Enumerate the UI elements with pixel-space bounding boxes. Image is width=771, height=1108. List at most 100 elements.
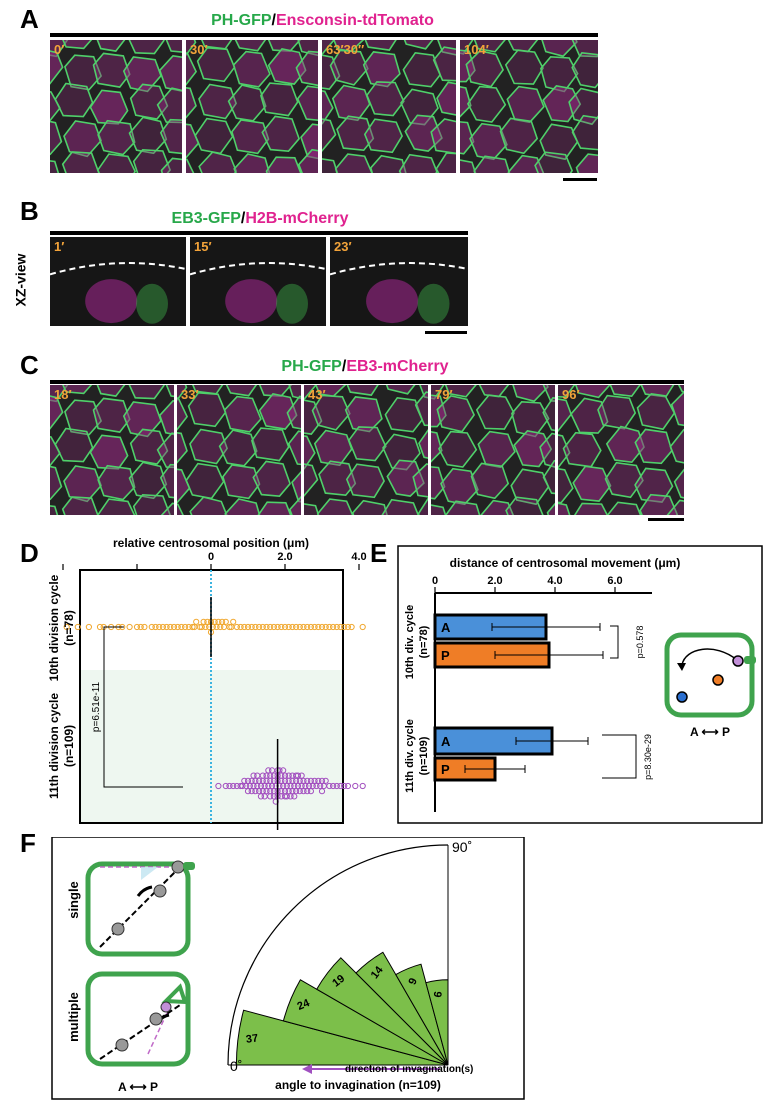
panel-d-point bbox=[202, 623, 209, 631]
panel-d-point bbox=[307, 788, 314, 795]
panel-d-tick-label: 2.0 bbox=[277, 551, 292, 563]
panel-d-point bbox=[359, 782, 366, 790]
panel-d-point bbox=[283, 793, 290, 800]
panel-d-point bbox=[285, 772, 292, 779]
panel-d-point bbox=[267, 623, 274, 631]
panel-a-scalebar bbox=[563, 178, 597, 181]
panel-b-time-label: 15′ bbox=[194, 239, 212, 254]
panel-d-point bbox=[237, 623, 244, 631]
panel-e-xlabel: distance of centrosomal movement (μm) bbox=[450, 556, 681, 570]
panel-a-time-label: 0′ bbox=[54, 42, 65, 57]
panel-e-pvalue-2: p=8.30e-29 bbox=[643, 734, 653, 780]
panel-e-row1-line2: (n=78) bbox=[418, 625, 430, 658]
panel-d-point bbox=[287, 782, 294, 790]
panel-d-point bbox=[159, 623, 166, 631]
panel-c-frame: 79′ bbox=[431, 385, 555, 515]
panel-e-cell-schematic bbox=[664, 632, 756, 718]
panel-d-point bbox=[256, 623, 263, 631]
panel-d-point bbox=[200, 618, 207, 625]
panel-d-point bbox=[141, 623, 148, 631]
panel-b-frame: 23′ bbox=[330, 237, 468, 326]
panel-f-angle-90: 90˚ bbox=[452, 839, 472, 855]
panel-d-point bbox=[254, 772, 261, 779]
panel-d-point bbox=[244, 788, 252, 795]
panel-c-time-label: 79′ bbox=[435, 387, 453, 402]
panel-d-point bbox=[239, 782, 246, 790]
panel-f-multiple-schematic bbox=[85, 971, 191, 1067]
panel-d-point bbox=[337, 623, 344, 631]
panel-d-point bbox=[252, 623, 259, 631]
panel-a-frame: 0′ bbox=[50, 40, 182, 173]
panel-d-point bbox=[250, 782, 257, 790]
panel-d-point bbox=[252, 777, 259, 784]
panel-b-title-sep: / bbox=[240, 210, 246, 227]
panel-d-point bbox=[304, 777, 311, 784]
panel-d-point bbox=[294, 782, 302, 790]
panel-d-point bbox=[193, 618, 200, 625]
panel-f-wedge bbox=[282, 979, 449, 1066]
panel-d-point bbox=[248, 777, 255, 784]
panel-d-point bbox=[152, 623, 159, 631]
panel-d-pvalue: p=6.51e-11 bbox=[91, 681, 102, 732]
panel-d-point bbox=[359, 623, 366, 631]
panel-d-point bbox=[285, 623, 292, 631]
panel-c-topbar bbox=[50, 380, 684, 384]
panel-d-point bbox=[219, 618, 226, 625]
panel-d-point bbox=[244, 777, 252, 784]
panel-d-point bbox=[281, 623, 289, 631]
panel-d-point bbox=[307, 623, 314, 631]
panel-d-point bbox=[311, 623, 318, 631]
panel-d-point bbox=[304, 623, 311, 631]
panel-b-frame: 15′ bbox=[190, 237, 326, 326]
panel-d-point bbox=[256, 788, 263, 795]
panel-e-tick-label: 4.0 bbox=[547, 575, 562, 587]
panel-d-point bbox=[311, 777, 318, 784]
panel-e-bar-label: A bbox=[441, 734, 451, 749]
panel-d-point bbox=[261, 782, 268, 790]
panel-d-point bbox=[296, 623, 303, 631]
panel-d-point bbox=[294, 772, 302, 779]
panel-d-point bbox=[156, 623, 163, 631]
panel-d-point bbox=[322, 623, 329, 631]
panel-d-point bbox=[233, 623, 240, 631]
panel-c-frame: 43′ bbox=[304, 385, 428, 515]
panel-d-point bbox=[326, 623, 333, 631]
panel-d-row1-line1: 10th division cycle bbox=[47, 574, 61, 681]
panel-e-bar-label: P bbox=[441, 762, 450, 777]
panel-f-wedge-label: 19 bbox=[330, 973, 347, 990]
panel-d-point bbox=[326, 782, 333, 790]
panel-d-point bbox=[307, 777, 314, 784]
panel-e-bar-label: A bbox=[441, 620, 451, 635]
panel-b-title: EB3-GFP/H2B-mCherry bbox=[50, 210, 470, 228]
panel-d-point bbox=[337, 782, 344, 790]
panel-c-frame: 33′ bbox=[177, 385, 301, 515]
panel-f-wedge-label: 37 bbox=[245, 1032, 259, 1045]
panel-d-point bbox=[74, 623, 81, 631]
panel-f-single-label: single bbox=[66, 881, 81, 919]
panel-d-point bbox=[257, 793, 265, 800]
panel-d-point bbox=[259, 623, 266, 631]
panel-f-wedge-label: 6 bbox=[432, 991, 445, 999]
panel-c-frame: 18′ bbox=[50, 385, 174, 515]
panel-d-point bbox=[289, 788, 296, 795]
panel-a-title-sep: / bbox=[271, 12, 276, 29]
panel-a-title-magenta: Ensconsin-tdTomato bbox=[275, 12, 434, 29]
panel-d-point bbox=[198, 623, 205, 631]
panel-d-point bbox=[222, 618, 229, 625]
panel-c-time-label: 33′ bbox=[181, 387, 199, 402]
panel-a-time-label: 104′ bbox=[464, 42, 489, 57]
panel-d-point bbox=[178, 623, 185, 631]
panel-d-point bbox=[244, 623, 252, 631]
panel-b-letter: B bbox=[20, 196, 39, 226]
panel-c-title-sep: / bbox=[341, 358, 347, 375]
panel-d-point bbox=[283, 782, 290, 790]
panel-a-letter: A bbox=[20, 4, 39, 34]
panel-d-point bbox=[163, 623, 170, 631]
panel-d-point bbox=[265, 782, 272, 790]
panel-d-point bbox=[344, 623, 351, 631]
panel-d-point bbox=[341, 623, 348, 631]
panel-d-point bbox=[298, 772, 305, 779]
panel-d-bracket bbox=[103, 626, 183, 788]
panel-d-tick-label: 0 bbox=[208, 551, 214, 563]
